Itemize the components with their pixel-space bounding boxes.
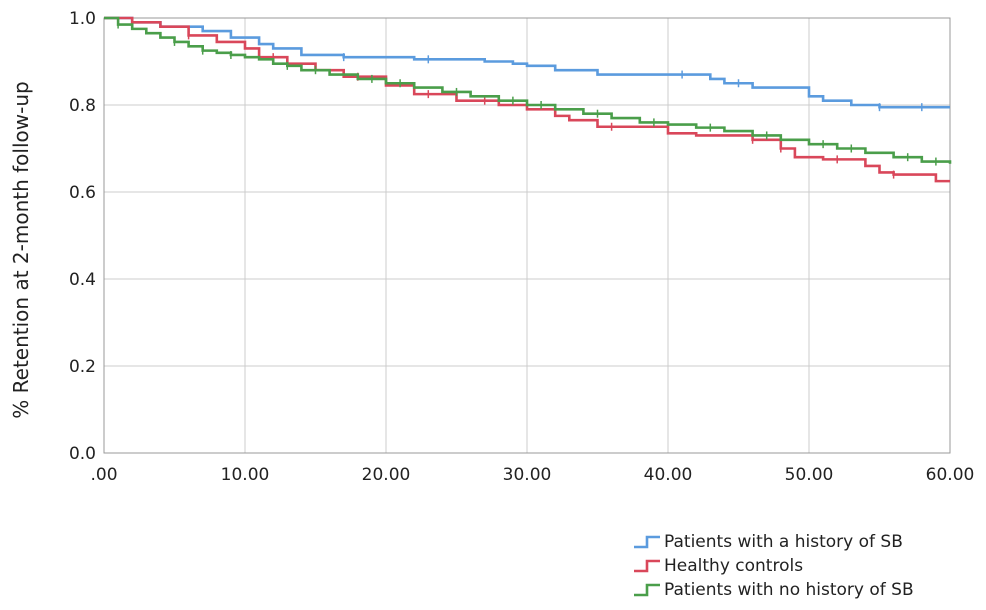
y-tick-label: 0.2	[69, 357, 96, 377]
y-tick-label: 0.0	[69, 444, 96, 464]
legend-swatch	[634, 583, 660, 597]
y-tick-label: 0.6	[69, 183, 96, 203]
legend-swatch	[634, 559, 660, 573]
x-tick-label: 50.00	[785, 465, 834, 485]
y-tick-label: 0.4	[69, 270, 96, 290]
series-line-1	[104, 16, 950, 109]
grid-lines	[104, 18, 950, 453]
y-axis-title: % Retention at 2-month follow-up	[9, 81, 33, 418]
axis-ticks: .00 10.00 20.00 30.00 40.00 50.00 60.00 0.0 0.2 0…	[69, 9, 974, 485]
legend-swatch	[634, 535, 660, 549]
legend: Patients with a history of SB Healthy con…	[634, 532, 914, 600]
y-tick-label: 1.0	[69, 9, 96, 29]
legend-label: Patients with no history of SB	[664, 580, 914, 600]
x-tick-label: .00	[90, 465, 117, 485]
series-line-3	[104, 16, 952, 164]
plot-area-frame	[103, 17, 951, 454]
x-tick-label: 10.00	[221, 465, 270, 485]
x-tick-label: 30.00	[503, 465, 552, 485]
x-tick-label: 60.00	[926, 465, 975, 485]
x-tick-label: 40.00	[644, 465, 693, 485]
y-tick-label: 0.8	[69, 96, 96, 116]
legend-label: Healthy controls	[664, 556, 803, 576]
legend-label: Patients with a history of SB	[664, 532, 903, 552]
x-tick-label: 20.00	[362, 465, 411, 485]
series-lines	[104, 16, 952, 183]
series-line-2	[104, 16, 950, 183]
